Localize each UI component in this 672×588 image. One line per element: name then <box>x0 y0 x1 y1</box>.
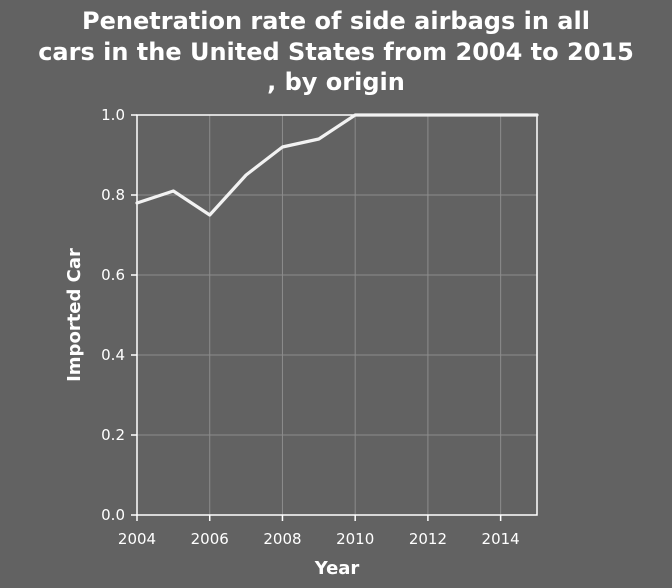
chart-title-line-3: , by origin <box>267 68 405 96</box>
series-layer <box>135 113 539 217</box>
chart-title-line-1: Penetration rate of side airbags in all <box>82 7 590 35</box>
x-tick-label: 2012 <box>409 530 447 548</box>
chart-title: Penetration rate of side airbags in all … <box>38 7 634 96</box>
x-axis-label: Year <box>314 558 360 579</box>
x-tick-label: 2006 <box>191 530 229 548</box>
x-tick-label: 2008 <box>263 530 301 548</box>
x-tick-label: 2004 <box>118 530 156 548</box>
y-tick-label: 0.2 <box>101 426 125 444</box>
chart-title-line-2: cars in the United States from 2004 to 2… <box>38 38 634 66</box>
y-tick-label: 0.0 <box>101 506 125 524</box>
y-axis-label: Imported Car <box>64 248 85 382</box>
y-tick-label: 1.0 <box>101 106 125 124</box>
x-tick-label: 2014 <box>482 530 520 548</box>
axis-ticks: 2004 2006 2008 2010 2012 2014 0.0 0.2 0.4 0.6 0.8 1… <box>101 106 520 548</box>
x-tick-label: 2010 <box>336 530 374 548</box>
series-line <box>135 113 539 217</box>
y-tick-label: 0.6 <box>101 266 125 284</box>
grid <box>136 114 537 516</box>
y-tick-label: 0.8 <box>101 186 125 204</box>
y-tick-label: 0.4 <box>101 346 125 364</box>
plot-area-frame <box>136 114 538 516</box>
